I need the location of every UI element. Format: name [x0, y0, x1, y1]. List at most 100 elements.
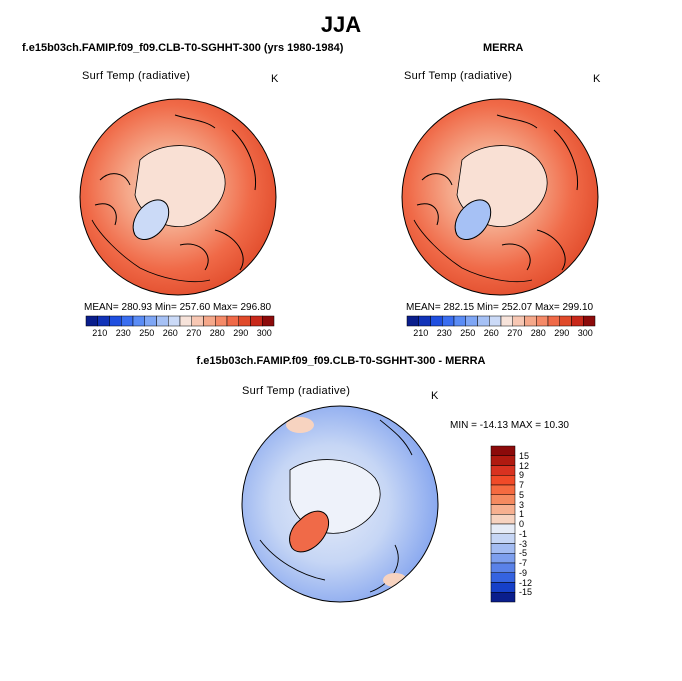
obs-colorbar-tick-label: 230 [436, 328, 452, 338]
diff-colorbar-tick-label: 5 [519, 489, 525, 500]
model-colorbar-tick-label: 250 [139, 328, 155, 338]
model-colorbar-swatch [97, 315, 110, 327]
diff-colorbar-swatch [490, 465, 516, 476]
diff-colorbar-tick-label: 7 [519, 480, 525, 490]
model-colorbar-swatch [121, 315, 134, 327]
diff-colorbar-swatch [490, 445, 516, 456]
obs-colorbar-swatch [500, 315, 513, 327]
diff-colorbar-swatch [490, 494, 516, 505]
page-title: JJA [320, 12, 362, 37]
model-colorbar-tick-label: 230 [115, 328, 131, 338]
diff-colorbar-swatch [490, 484, 516, 495]
model-colorbar-swatch [226, 315, 239, 327]
diff-colorbar-tick-label: -7 [519, 558, 528, 568]
obs-colorbar-tick-label: 300 [577, 328, 593, 338]
obs-map-border [401, 98, 599, 296]
diff-colorbar-swatch [490, 572, 516, 583]
obs-colorbar-swatch [442, 315, 455, 327]
obs-colorbar-swatch [418, 315, 431, 327]
model-colorbar-swatch [203, 315, 216, 327]
obs-colorbar-swatch [489, 315, 502, 327]
model-colorbar-tick-label: 270 [186, 328, 202, 338]
diff-colorbar-swatch [490, 592, 516, 603]
obs-colorbar-tick-label: 270 [507, 328, 523, 338]
obs-colorbar-swatch [430, 315, 443, 327]
obs-polar-map [402, 99, 598, 295]
model-colorbar-tick-label: 260 [162, 328, 178, 338]
diff-colorbar-tick-label: 1 [519, 509, 525, 520]
obs-panel-title: MERRA [483, 42, 524, 54]
diff-variable-label: Surf Temp (radiative) [242, 385, 351, 397]
diff-colorbar-tick-label: 3 [519, 499, 525, 510]
model-colorbar-swatch [144, 315, 157, 327]
obs-colorbar-swatch [547, 315, 560, 327]
obs-colorbar-swatch [477, 315, 490, 327]
diff-colorbar-swatch [490, 543, 516, 554]
diff-polar-map [242, 406, 438, 602]
obs-colorbar-tick-label: 250 [460, 328, 476, 338]
diff-colorbar-swatch [490, 553, 516, 564]
obs-colorbar-swatch [571, 315, 584, 327]
obs-stats: MEAN= 282.15 Min= 252.07 Max= 299.10 [406, 302, 594, 313]
model-colorbar-tick-label: 290 [233, 328, 249, 338]
obs-colorbar-swatch [453, 315, 466, 327]
diff-colorbar-swatch [490, 523, 516, 534]
diff-colorbar-tick-label: 9 [519, 470, 525, 481]
obs-colorbar-tick-label: 290 [554, 328, 570, 338]
obs-colorbar-swatch [536, 315, 549, 327]
model-colorbar-swatch [156, 315, 169, 327]
model-colorbar-tick-label: 210 [92, 328, 108, 338]
diff-colorbar-swatch [490, 504, 516, 515]
model-variable-label: Surf Temp (radiative) [82, 70, 191, 82]
diff-colorbar-tick-label: 15 [519, 450, 530, 461]
obs-units-label: K [593, 73, 601, 85]
obs-colorbar [406, 315, 596, 327]
diff-colorbar-swatch [490, 582, 516, 593]
model-colorbar [85, 315, 275, 327]
diff-units-label: K [431, 390, 439, 402]
obs-colorbar-tick-label: 280 [530, 328, 546, 338]
model-colorbar-swatch [179, 315, 192, 327]
model-colorbar-swatch [109, 315, 122, 327]
diff-stats: MIN = -14.13 MAX = 10.30 [450, 420, 569, 431]
diff-colorbar-swatch [490, 562, 516, 573]
obs-colorbar-swatch [559, 315, 572, 327]
obs-colorbar-swatch [583, 315, 596, 327]
model-panel-title: f.e15b03ch.FAMIP.f09_f09.CLB-T0-SGHHT-30… [22, 42, 344, 54]
diff-colorbar-tick-label: -5 [519, 548, 528, 559]
obs-colorbar-tick-label: 210 [413, 328, 429, 338]
diff-colorbar-tick-label: -12 [519, 577, 533, 588]
obs-colorbar-tick-label: 260 [483, 328, 499, 338]
diff-colorbar-swatch [490, 455, 516, 466]
model-units-label: K [271, 73, 279, 85]
diff-colorbar-tick-label: -3 [519, 538, 528, 549]
model-colorbar-swatch [250, 315, 263, 327]
diff-map-border [241, 405, 439, 603]
model-colorbar-tick-label: 300 [256, 328, 272, 338]
diff-colorbar-swatch [490, 475, 516, 486]
obs-colorbar-swatch [406, 315, 419, 327]
model-colorbar-swatch [262, 315, 275, 327]
model-map-border [79, 98, 277, 296]
diff-panel-title: f.e15b03ch.FAMIP.f09_f09.CLB-T0-SGHHT-30… [196, 355, 486, 367]
obs-colorbar-swatch [524, 315, 537, 327]
diff-colorbar-swatch [490, 514, 516, 525]
obs-colorbar-swatch [465, 315, 478, 327]
diff-colorbar-swatch [490, 533, 516, 544]
model-colorbar-swatch [85, 315, 98, 327]
model-polar-map [80, 99, 276, 295]
model-stats: MEAN= 280.93 Min= 257.60 Max= 296.80 [84, 302, 272, 313]
model-colorbar-tick-label: 280 [209, 328, 225, 338]
obs-colorbar-swatch [512, 315, 525, 327]
model-colorbar-swatch [238, 315, 251, 327]
model-colorbar-swatch [215, 315, 228, 327]
diff-colorbar-tick-label: 0 [519, 519, 525, 529]
model-colorbar-swatch [132, 315, 145, 327]
diff-colorbar-tick-label: 12 [519, 460, 530, 471]
model-colorbar-swatch [191, 315, 204, 327]
diff-colorbar [490, 445, 516, 603]
diff-colorbar-tick-label: -15 [519, 587, 533, 598]
diff-colorbar-tick-label: -1 [519, 528, 528, 539]
obs-variable-label: Surf Temp (radiative) [404, 70, 513, 82]
